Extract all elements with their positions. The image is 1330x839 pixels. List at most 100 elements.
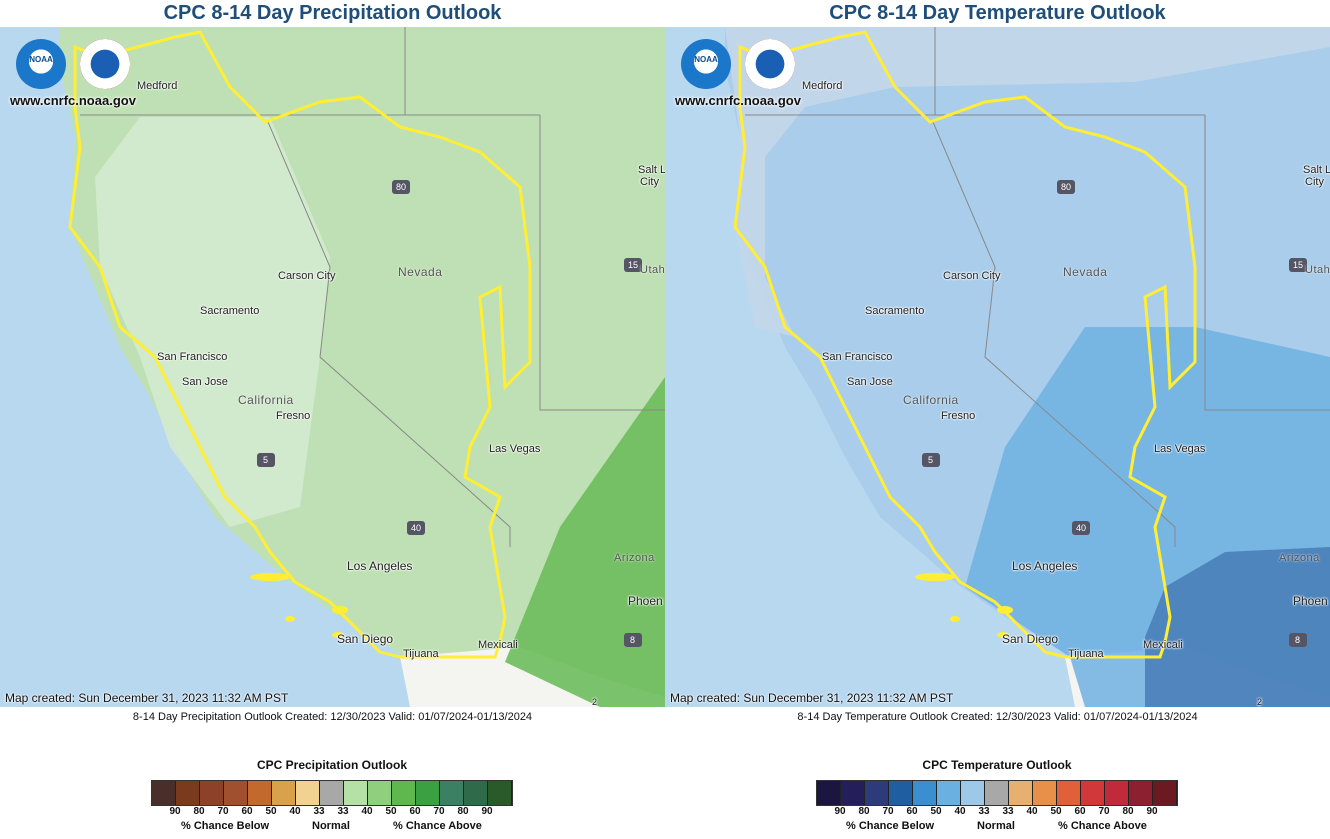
shield-8: 8	[1295, 635, 1301, 645]
legend-tick: 40	[289, 806, 301, 817]
above-zone	[505, 377, 665, 707]
i15-shield	[1289, 258, 1307, 272]
label-mexicali: Mexicali	[478, 639, 518, 651]
label-san-francisco: San Francisco	[157, 351, 228, 363]
temp-legend-bar	[816, 780, 1178, 806]
state-borders	[745, 27, 1330, 547]
island	[332, 632, 344, 638]
legend-tick: 70	[433, 806, 445, 817]
legend-swatch	[1009, 781, 1033, 805]
label-nevada: Nevada	[1063, 265, 1108, 279]
legend-swatch	[865, 781, 889, 805]
shield-15: 15	[628, 260, 639, 270]
legend-swatch	[272, 781, 296, 805]
cnrfc-boundary	[733, 30, 1197, 659]
noaa-logo-text: NOAA	[29, 55, 53, 64]
label-phoenix: Phoen	[628, 594, 663, 608]
legend-tick: 70	[217, 806, 229, 817]
i15-shield	[624, 258, 642, 272]
temp-legend-title: CPC Temperature Outlook	[922, 758, 1072, 772]
i40-shield	[1072, 521, 1090, 535]
legend-swatch	[889, 781, 913, 805]
label-sacramento: Sacramento	[200, 305, 260, 317]
nws-logo	[745, 39, 795, 89]
legend-tick: 50	[930, 806, 942, 817]
legend-tick: 60	[241, 806, 253, 817]
state-borders	[80, 27, 665, 547]
map-created-label: Map created: Sun December 31, 2023 11:32…	[5, 691, 289, 705]
legend-swatch	[368, 781, 392, 805]
noaa-logo-text: NOAA	[694, 55, 718, 64]
legend-swatch	[841, 781, 865, 805]
label-arizona: Arizona	[1279, 552, 1320, 564]
noaa-logo: NOAA	[16, 39, 66, 89]
legend-tick: 40	[361, 806, 373, 817]
shield-5: 5	[263, 455, 269, 465]
legend-tick: 33	[978, 806, 990, 817]
legend-swatch	[440, 781, 464, 805]
legend-swatch	[392, 781, 416, 805]
legend-swatch	[488, 781, 512, 805]
label-los-angeles: Los Angeles	[1012, 559, 1078, 573]
route-2: 2	[592, 697, 598, 707]
legend-swatch	[913, 781, 937, 805]
precip-below-label: % Chance Below	[181, 820, 270, 832]
light-zone	[95, 117, 330, 527]
label-san-francisco: San Francisco	[822, 351, 893, 363]
label-san-diego: San Diego	[1002, 632, 1059, 646]
temp-map-svg	[665, 27, 1330, 707]
precip-legend-title: CPC Precipitation Outlook	[256, 758, 407, 772]
legend-swatch	[985, 781, 1009, 805]
label-arizona: Arizona	[614, 552, 655, 564]
legend-swatch	[1129, 781, 1153, 805]
temp-below-label: % Chance Below	[846, 820, 935, 832]
label-los-angeles: Los Angeles	[347, 559, 413, 573]
temp-map[interactable]: www.cnrfc.noaa.gov Map created: Sun Dece…	[665, 27, 1330, 707]
label-san-diego: San Diego	[337, 632, 394, 646]
legend-swatch	[224, 781, 248, 805]
legend-swatch	[176, 781, 200, 805]
legend-tick: 33	[337, 806, 349, 817]
precip-map[interactable]: www.cnrfc.noaa.gov Map created: Sun Dece…	[0, 27, 665, 707]
label-utah: Utah	[640, 264, 665, 276]
temp-normal-label: Normal	[977, 820, 1015, 832]
legend-swatch	[248, 781, 272, 805]
label-las-vegas: Las Vegas	[1154, 443, 1206, 455]
legend-swatch	[1081, 781, 1105, 805]
legend-tick: 70	[882, 806, 894, 817]
label-carson-city: Carson City	[278, 270, 336, 282]
shield-80: 80	[396, 182, 407, 192]
cnrfc-boundary	[68, 30, 532, 659]
i8-shield	[1289, 633, 1307, 647]
website-label[interactable]: www.cnrfc.noaa.gov	[10, 93, 136, 108]
legend-tick: 60	[1074, 806, 1086, 817]
i80-shield	[392, 180, 410, 194]
island	[997, 606, 1013, 614]
legend-tick: 90	[481, 806, 493, 817]
temp-above-label: % Chance Above	[1058, 820, 1147, 832]
legend-swatch	[961, 781, 985, 805]
website-label[interactable]: www.cnrfc.noaa.gov	[675, 93, 801, 108]
route-2: 2	[1257, 697, 1263, 707]
legend-swatch	[937, 781, 961, 805]
legend-tick: 80	[858, 806, 870, 817]
label-medford: Medford	[137, 80, 178, 92]
shield-40: 40	[1076, 523, 1087, 533]
label-san-jose: San Jose	[182, 376, 228, 388]
island	[250, 573, 290, 581]
shield-5: 5	[928, 455, 934, 465]
legend-tick: 60	[906, 806, 918, 817]
legend-tick: 50	[1050, 806, 1062, 817]
label-city: City	[640, 176, 659, 188]
shield-15: 15	[1293, 260, 1304, 270]
legend-tick: 40	[1026, 806, 1038, 817]
precip-caption: 8-14 Day Precipitation Outlook Created: …	[132, 711, 533, 723]
legend-tick: 90	[834, 806, 846, 817]
shield-80: 80	[1061, 182, 1072, 192]
island	[950, 616, 960, 622]
legend-swatch	[1033, 781, 1057, 805]
label-fresno: Fresno	[941, 410, 976, 422]
label-california: California	[903, 393, 959, 407]
legend-swatch	[296, 781, 320, 805]
legend-swatch	[320, 781, 344, 805]
